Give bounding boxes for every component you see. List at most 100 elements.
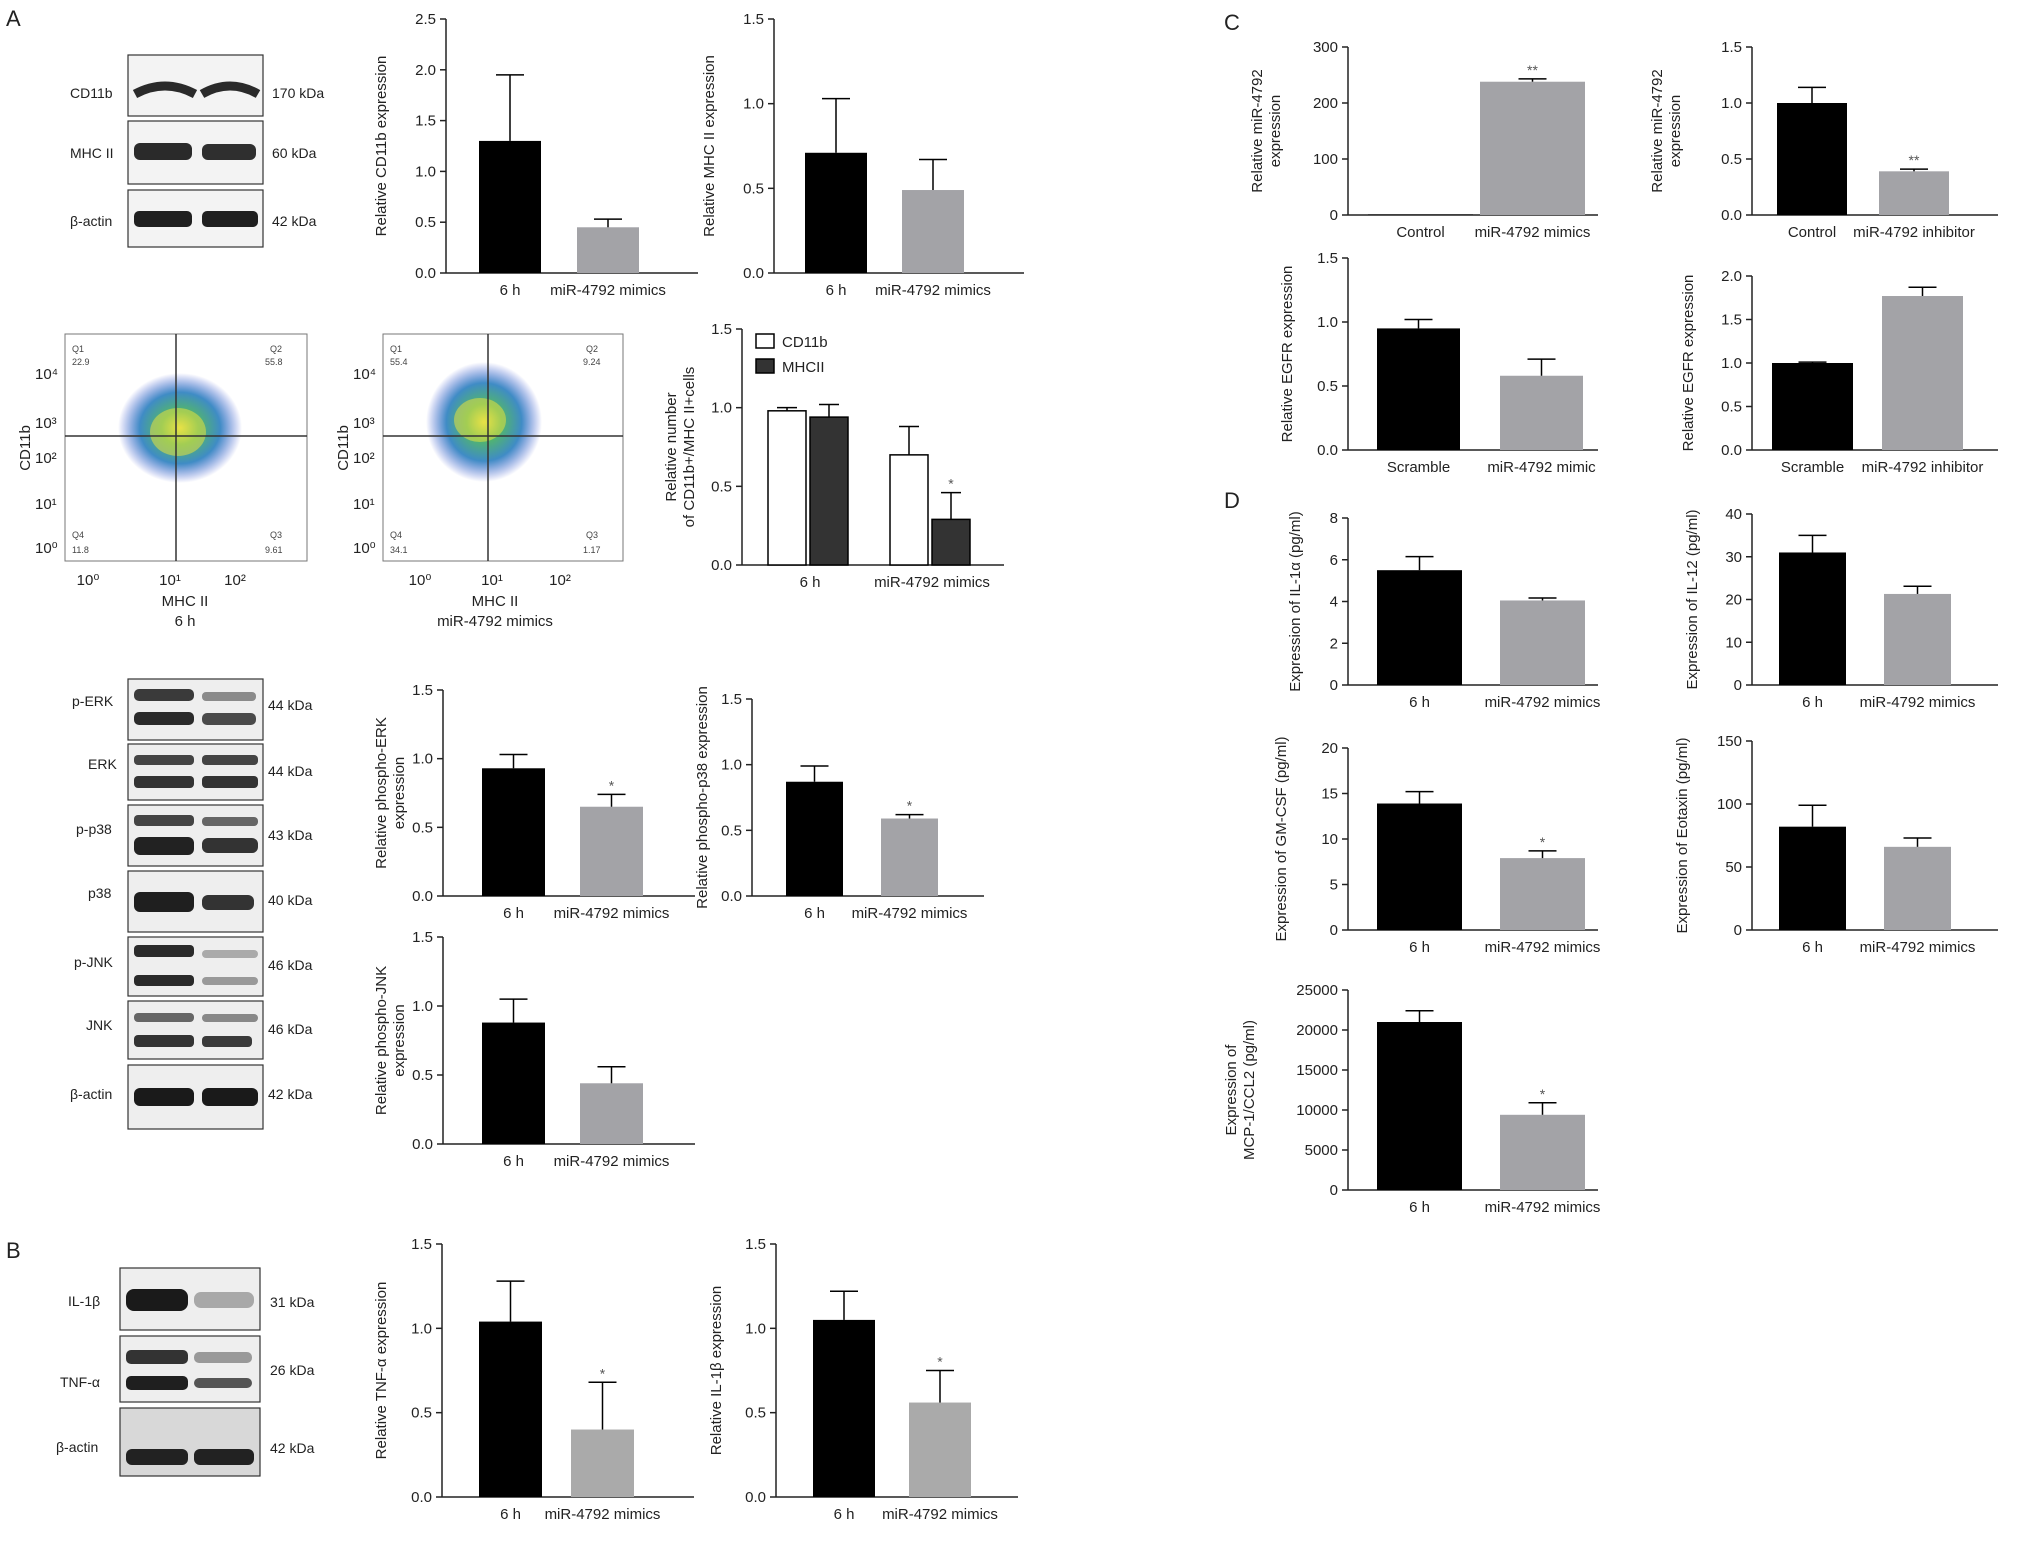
y-axis-label: of CD11b+/MHC II+cells <box>681 367 698 528</box>
blot-band <box>134 945 194 957</box>
y-tick-label: 2.0 <box>415 62 436 79</box>
bar <box>809 416 849 566</box>
blot-band <box>132 81 198 99</box>
quadrant-value: 9.61 <box>265 545 283 555</box>
bar-charts: 0.0 0.5 1.0 1.5 2.0 2.5 Relative CD11b express… <box>373 11 1998 1523</box>
kda-label: 31 kDa <box>270 1294 315 1310</box>
x-tick-label: miR-4792 mimics <box>1485 694 1601 711</box>
blot-strip <box>127 804 264 867</box>
blot-strip <box>127 678 264 741</box>
blot-band <box>202 776 258 788</box>
y-axis-label: Relative TNF-α expression <box>373 1282 390 1460</box>
bar <box>1500 1114 1585 1190</box>
quadrant-value: 11.8 <box>72 545 89 555</box>
y-tick-label: 0.0 <box>412 1136 433 1153</box>
blot-band <box>134 975 194 986</box>
band-label: β-actin <box>70 213 112 229</box>
y-tick-label: 0.5 <box>711 478 732 495</box>
blot-band <box>134 1013 194 1022</box>
y-tick-label: 1.5 <box>1317 250 1338 267</box>
kda-label: 170 kDa <box>272 85 324 101</box>
y-tick: 10⁰ <box>35 540 58 557</box>
y-tick-label: 2.0 <box>1721 268 1742 285</box>
y-tick-label: 2.5 <box>415 11 436 28</box>
quadrant-value: 55.8 <box>265 357 283 367</box>
chart-c_egfr_mimic: 0.0 0.5 1.0 1.5 Relative EGFR expression Scra… <box>1279 250 1598 476</box>
x-tick-label: miR-4792 mimics <box>554 1153 670 1170</box>
bar <box>1879 171 1949 215</box>
y-axis-label: expression <box>391 757 408 830</box>
blot-band <box>126 1289 188 1311</box>
y-tick-label: 1.0 <box>1721 355 1742 372</box>
y-axis-label: expression <box>1667 95 1684 168</box>
y-tick-label: 0 <box>1330 922 1338 939</box>
y-tick-label: 0 <box>1330 207 1338 224</box>
y-tick-label: 20 <box>1725 592 1742 609</box>
y-tick-label: 10 <box>1321 831 1338 848</box>
y-tick-label: 0.0 <box>411 1489 432 1506</box>
y-tick-label: 50 <box>1725 859 1742 876</box>
kda-label: 44 kDa <box>268 697 313 713</box>
kda-label: 46 kDa <box>268 1021 313 1037</box>
x-tick-label: 6 h <box>1409 694 1430 711</box>
bar <box>1377 328 1460 450</box>
y-tick-label: 1.5 <box>745 1236 766 1253</box>
chart-d_il1a: 0 2 4 6 8 Expression of IL-1α (pg/ml) 6 h miR-4… <box>1287 510 1600 711</box>
x-tick: 10² <box>224 572 246 589</box>
y-tick-label: 1.0 <box>412 751 433 768</box>
band-label: β-actin <box>70 1086 112 1102</box>
blot-band <box>202 950 258 958</box>
x-tick-label: miR-4792 inhibitor <box>1862 459 1984 476</box>
y-tick-label: 15000 <box>1296 1062 1338 1079</box>
x-tick-label: Control <box>1396 224 1444 241</box>
y-tick-label: 1.0 <box>745 1320 766 1337</box>
x-tick-label: 6 h <box>800 574 821 591</box>
band-label: p-JNK <box>74 954 114 970</box>
chart-b_il1b: 0.0 0.5 1.0 1.5 Relative IL-1β expression 6 h… <box>708 1236 1018 1523</box>
y-tick-label: 25000 <box>1296 982 1338 999</box>
y-tick-label: 0.5 <box>721 822 742 839</box>
panel-label-d: D <box>1224 488 1240 513</box>
x-tick-label: 6 h <box>500 1506 521 1523</box>
y-tick-label: 0.0 <box>415 265 436 282</box>
x-tick: 10⁰ <box>77 572 100 589</box>
y-tick-label: 0.0 <box>743 265 764 282</box>
chart-c_mir_inhib: 0.0 0.5 1.0 1.5 Relative miR-4792 expression C… <box>1649 39 1998 241</box>
blot-band <box>202 1014 258 1022</box>
quadrant-label: Q1 <box>72 344 84 354</box>
bar <box>902 190 964 273</box>
x-tick-label: 6 h <box>804 905 825 922</box>
blot-band <box>134 1035 194 1047</box>
chart-c_mir_mimic: 0 100 200 300 Relative miR-4792 expression Con… <box>1249 39 1598 241</box>
y-axis-label: Relative EGFR expression <box>1680 275 1697 452</box>
x-tick-label: miR-4792 mimics <box>1475 224 1591 241</box>
y-tick-label: 1.0 <box>743 96 764 113</box>
y-tick-label: 0.5 <box>1721 399 1742 416</box>
blot-strip <box>119 1335 261 1403</box>
western-blot-a3: p-ERK ERK p-p38 p38 p-JNK JNK β-actin 44… <box>70 678 313 1130</box>
kda-label: 43 kDa <box>268 827 313 843</box>
kda-label: 46 kDa <box>268 957 313 973</box>
x-axis-label: MHC II <box>162 593 209 610</box>
x-tick-label: miR-4792 mimics <box>545 1506 661 1523</box>
y-tick-label: 10000 <box>1296 1102 1338 1119</box>
y-tick-label: 0 <box>1734 922 1742 939</box>
y-tick: 10⁰ <box>353 540 376 557</box>
blot-band <box>202 692 256 701</box>
bar <box>1480 81 1585 215</box>
y-tick-label: 0 <box>1330 1182 1338 1199</box>
band-label: p-p38 <box>76 821 112 837</box>
bar <box>767 410 807 566</box>
panel-label-a: A <box>6 6 21 31</box>
blot-band <box>202 755 258 765</box>
bar <box>479 1321 542 1497</box>
y-tick-label: 0 <box>1734 677 1742 694</box>
band-label: MHC II <box>70 145 114 161</box>
y-tick-label: 0.5 <box>412 1067 433 1084</box>
y-axis-label: Relative number <box>663 392 680 501</box>
kda-label: 26 kDa <box>270 1362 315 1378</box>
y-axis-label: Relative CD11b expression <box>373 56 390 237</box>
blot-strip <box>127 743 264 801</box>
x-tick-label: 6 h <box>1802 694 1823 711</box>
x-tick-label: 6 h <box>834 1506 855 1523</box>
